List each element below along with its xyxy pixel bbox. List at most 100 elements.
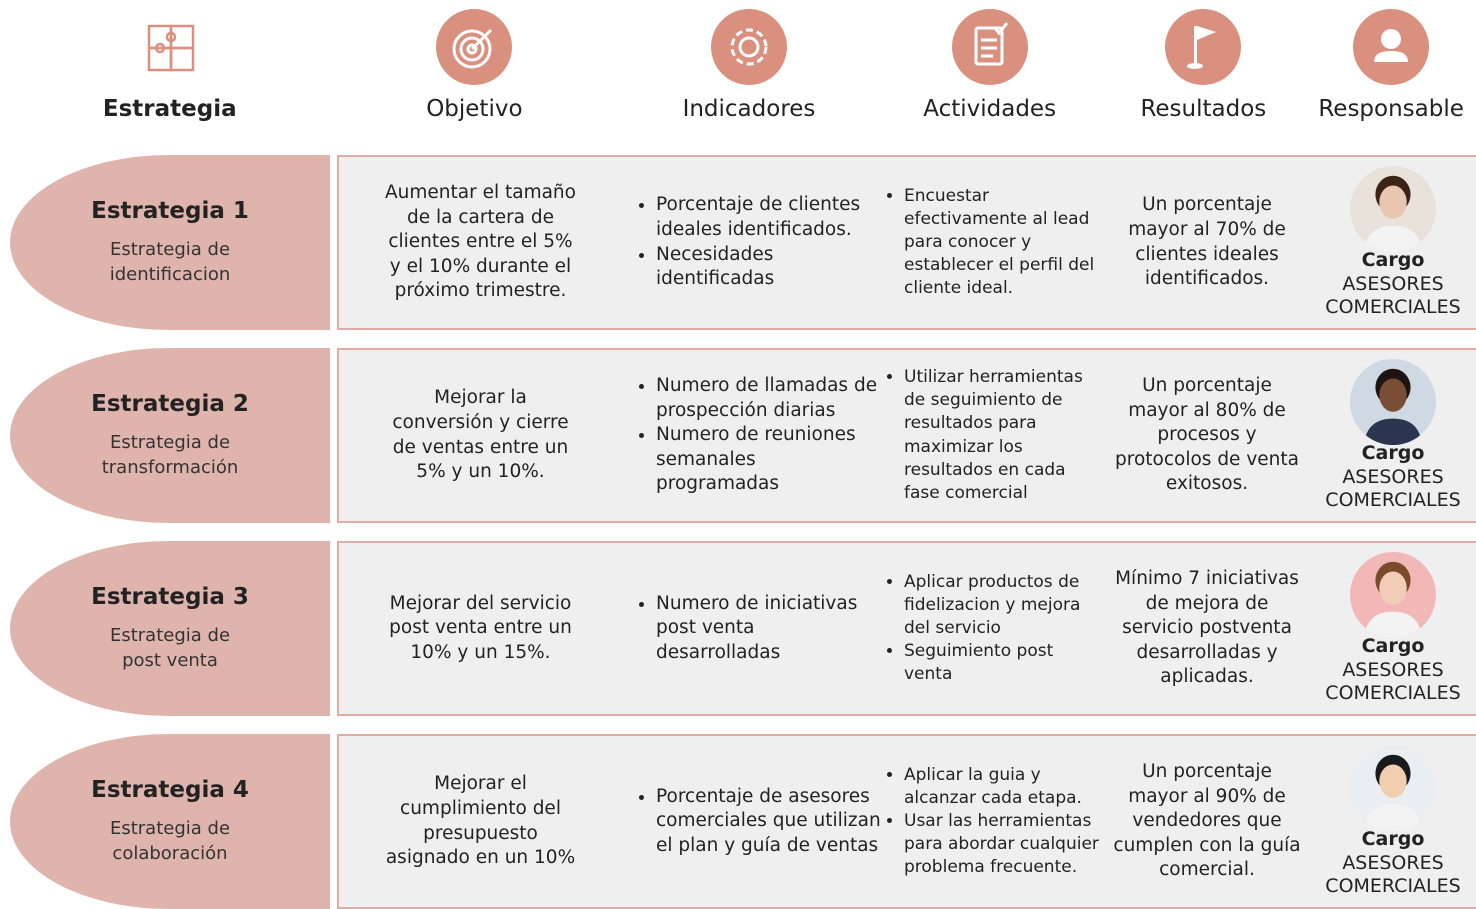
strategy-row: Estrategia 2 Estrategia de transformación… xyxy=(10,348,1476,523)
column-icon xyxy=(1165,9,1242,85)
indicators-cell: Numero de llamadas de prospección diaria… xyxy=(622,350,882,521)
objective-cell: Mejorar la conversión y cierre de ventas… xyxy=(339,350,622,521)
objective-cell: Mejorar el cumplimiento del presupuesto … xyxy=(339,736,622,907)
activities-cell: Aplicar productos de fidelizacion y mejo… xyxy=(882,543,1104,714)
strategy-details: Mejorar la conversión y cierre de ventas… xyxy=(337,348,1476,523)
bullet-list: Numero de iniciativas post venta desarro… xyxy=(634,592,882,666)
column-label: Indicadores xyxy=(682,96,816,122)
strategy-pill: Estrategia 3 Estrategia de post venta xyxy=(10,541,330,716)
bullet-list: Aplicar productos de fidelizacion y mejo… xyxy=(882,571,1104,687)
results-text: Mínimo 7 iniciativas de mejora de servic… xyxy=(1115,568,1299,688)
cargo-label: Cargo xyxy=(1361,248,1425,271)
responsible-text: ASESORES COMERCIALES xyxy=(1325,658,1461,705)
strategy-details: Mejorar el cumplimiento del presupuesto … xyxy=(337,734,1476,909)
strategy-row: Estrategia 4 Estrategia de colaboración Me… xyxy=(10,734,1476,909)
cargo-label: Cargo xyxy=(1361,827,1425,850)
activities-cell: Aplicar la guia y alcanzar cada etapa.Us… xyxy=(882,736,1104,907)
activities-cell: Encuestar efectivamente al lead para con… xyxy=(882,157,1104,328)
objective-text: Mejorar del servicio post venta entre un… xyxy=(389,592,572,663)
bullet-item: Aplicar la guia y alcanzar cada etapa. xyxy=(904,764,1104,810)
strategy-subtitle: Estrategia de colaboración xyxy=(109,818,231,864)
strategy-pill: Estrategia 1 Estrategia de identificacion xyxy=(10,155,330,330)
bullet-item: Seguimiento post venta xyxy=(904,640,1104,686)
bullet-list: Aplicar la guia y alcanzar cada etapa.Us… xyxy=(882,764,1104,880)
column-icon xyxy=(710,9,787,85)
bullet-item: Aplicar productos de fidelizacion y mejo… xyxy=(904,571,1104,640)
objective-text: Mejorar la conversión y cierre de ventas… xyxy=(392,387,569,483)
indicators-cell: Porcentaje de asesores comerciales que u… xyxy=(622,736,882,907)
indicators-cell: Numero de iniciativas post venta desarro… xyxy=(622,543,882,714)
objective-cell: Aumentar el tamaño de la cartera de clie… xyxy=(339,157,622,328)
strategy-title: Estrategia 2 xyxy=(91,391,249,418)
bullet-list: Porcentaje de asesores comerciales que u… xyxy=(634,785,882,859)
bullet-item: Porcentaje de asesores comerciales que u… xyxy=(656,785,882,859)
results-text: Un porcentaje mayor al 80% de procesos y… xyxy=(1115,375,1299,495)
strategy-pill: Estrategia 4 Estrategia de colaboración xyxy=(10,734,330,909)
strategy-subtitle: Estrategia de identificacion xyxy=(109,239,231,285)
strategy-details: Aumentar el tamaño de la cartera de clie… xyxy=(337,155,1476,330)
responsible-text: ASESORES COMERCIALES xyxy=(1325,465,1461,512)
results-cell: Un porcentaje mayor al 80% de procesos y… xyxy=(1104,350,1310,521)
column-icon xyxy=(951,9,1028,85)
header-column: Indicadores xyxy=(619,8,879,133)
responsible-cell: Cargo ASESORES COMERCIALES xyxy=(1310,157,1476,328)
header: Estrategia Objetivo Indicadores Actividades… xyxy=(10,8,1476,133)
column-label: Estrategia xyxy=(102,96,237,122)
strategy-title: Estrategia 1 xyxy=(91,198,249,225)
bullet-list: Encuestar efectivamente al lead para con… xyxy=(882,185,1104,301)
strategy-details: Mejorar del servicio post venta entre un… xyxy=(337,541,1476,716)
cargo-label: Cargo xyxy=(1361,441,1425,464)
strategy-title: Estrategia 4 xyxy=(91,777,249,804)
bullet-list: Porcentaje de clientes ideales identific… xyxy=(634,193,882,291)
cargo-label: Cargo xyxy=(1361,634,1425,657)
bullet-list: Numero de llamadas de prospección diaria… xyxy=(634,374,882,497)
results-cell: Un porcentaje mayor al 70% de clientes i… xyxy=(1104,157,1310,328)
objective-text: Aumentar el tamaño de la cartera de clie… xyxy=(385,182,576,302)
avatar xyxy=(1349,744,1437,831)
column-label: Responsable xyxy=(1318,96,1464,122)
responsible-text: ASESORES COMERCIALES xyxy=(1325,272,1461,319)
column-icon xyxy=(436,9,513,85)
header-column: Actividades xyxy=(879,8,1101,133)
column-label: Actividades xyxy=(923,96,1057,122)
header-column: Responsable xyxy=(1306,8,1476,133)
column-label: Resultados xyxy=(1140,96,1267,122)
strategy-title: Estrategia 3 xyxy=(91,584,249,611)
bullet-item: Numero de llamadas de prospección diaria… xyxy=(656,374,882,423)
strategy-subtitle: Estrategia de post venta xyxy=(109,625,231,671)
column-icon xyxy=(147,24,195,72)
column-icon xyxy=(1353,9,1430,85)
results-cell: Mínimo 7 iniciativas de mejora de servic… xyxy=(1104,543,1310,714)
bullet-item: Necesidades identificadas xyxy=(656,243,882,292)
strategy-subtitle: Estrategia de transformación xyxy=(101,432,239,478)
results-text: Un porcentaje mayor al 70% de clientes i… xyxy=(1128,194,1286,290)
responsible-cell: Cargo ASESORES COMERCIALES xyxy=(1310,736,1476,907)
header-column: Estrategia xyxy=(10,8,330,133)
bullet-item: Numero de reuniones semanales programada… xyxy=(656,423,882,497)
objective-cell: Mejorar del servicio post venta entre un… xyxy=(339,543,622,714)
responsible-cell: Cargo ASESORES COMERCIALES xyxy=(1310,350,1476,521)
avatar xyxy=(1349,551,1437,638)
bullet-item: Porcentaje de clientes ideales identific… xyxy=(656,193,882,242)
activities-cell: Utilizar herramientas de seguimiento de … xyxy=(882,350,1104,521)
strategy-table: Estrategia 1 Estrategia de identificacion… xyxy=(10,155,1476,909)
responsible-cell: Cargo ASESORES COMERCIALES xyxy=(1310,543,1476,714)
bullet-list: Utilizar herramientas de seguimiento de … xyxy=(882,366,1104,505)
results-cell: Un porcentaje mayor al 90% de vendedores… xyxy=(1104,736,1310,907)
responsible-text: ASESORES COMERCIALES xyxy=(1325,851,1461,898)
bullet-item: Encuestar efectivamente al lead para con… xyxy=(904,185,1104,301)
bullet-item: Numero de iniciativas post venta desarro… xyxy=(656,592,882,666)
strategy-row: Estrategia 1 Estrategia de identificacion… xyxy=(10,155,1476,330)
header-column: Objetivo xyxy=(330,8,620,133)
bullet-item: Utilizar herramientas de seguimiento de … xyxy=(904,366,1104,505)
avatar xyxy=(1349,165,1437,252)
indicators-cell: Porcentaje de clientes ideales identific… xyxy=(622,157,882,328)
strategy-pill: Estrategia 2 Estrategia de transformación xyxy=(10,348,330,523)
results-text: Un porcentaje mayor al 90% de vendedores… xyxy=(1113,761,1301,881)
avatar xyxy=(1349,358,1437,445)
objective-text: Mejorar el cumplimiento del presupuesto … xyxy=(385,773,576,869)
column-label: Objetivo xyxy=(426,96,523,122)
strategy-row: Estrategia 3 Estrategia de post venta Mejo… xyxy=(10,541,1476,716)
header-column: Resultados xyxy=(1101,8,1307,133)
